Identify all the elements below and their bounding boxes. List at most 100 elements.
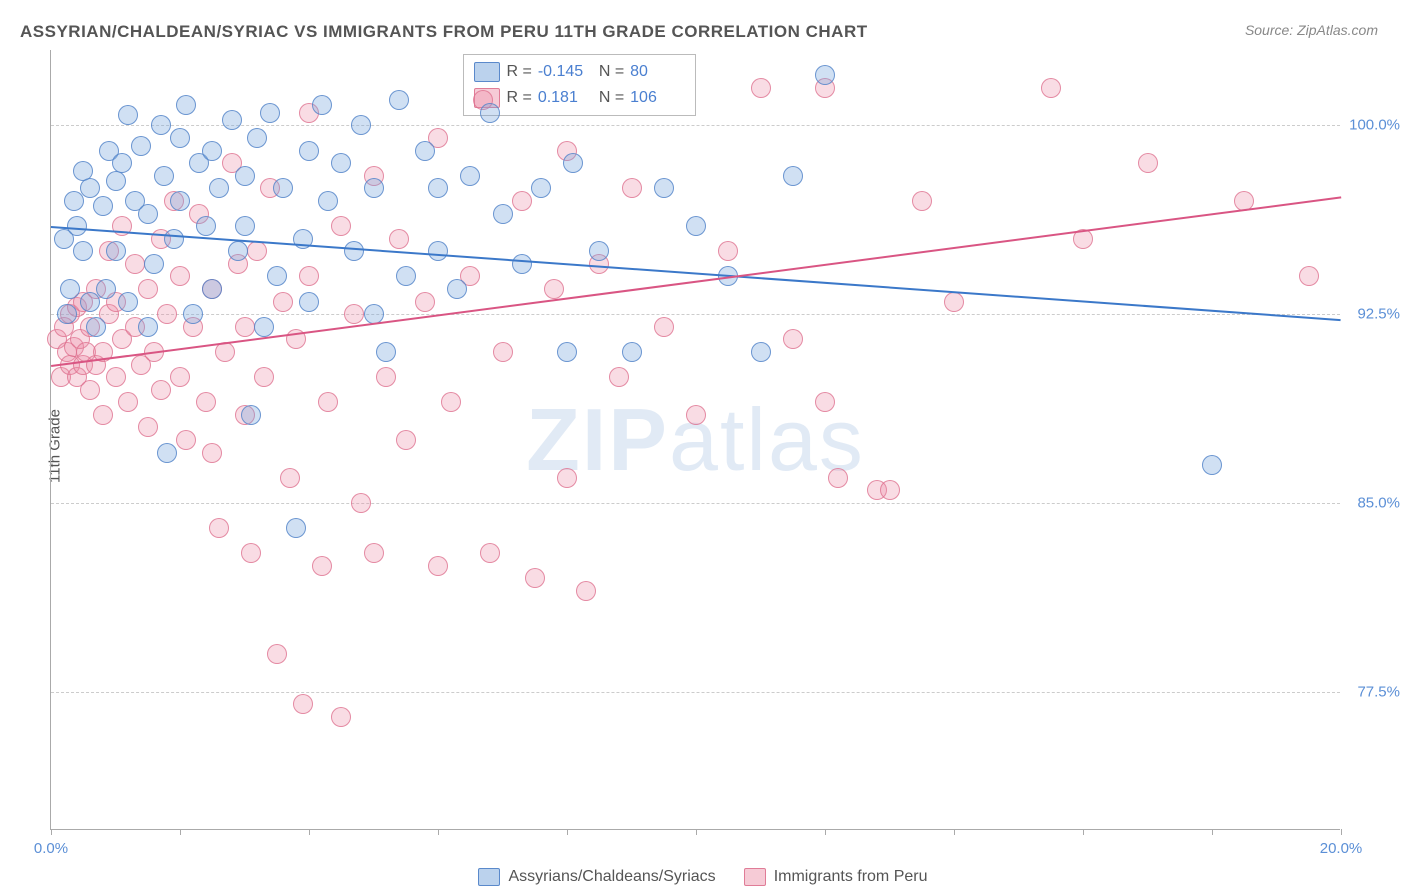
x-tick-label: 20.0% (1320, 840, 1363, 857)
x-tick-mark (51, 829, 52, 835)
data-point (138, 204, 158, 224)
data-point (280, 468, 300, 488)
data-point (1041, 78, 1061, 98)
data-point (125, 254, 145, 274)
data-point (73, 241, 93, 261)
x-tick-mark (180, 829, 181, 835)
data-point (1138, 153, 1158, 173)
data-point (286, 518, 306, 538)
legend-n-value: 106 (630, 89, 685, 107)
data-point (228, 241, 248, 261)
data-point (254, 367, 274, 387)
data-point (138, 279, 158, 299)
data-point (60, 279, 80, 299)
data-point (415, 292, 435, 312)
data-point (654, 317, 674, 337)
data-point (880, 480, 900, 500)
gridline-h (51, 314, 1340, 315)
legend-swatch (478, 868, 500, 886)
data-point (202, 141, 222, 161)
chart-container: { "title": "ASSYRIAN/CHALDEAN/SYRIAC VS … (0, 0, 1406, 892)
legend-row: R = 0.181 N = 106 (474, 85, 685, 111)
legend-label: Immigrants from Peru (774, 868, 928, 886)
data-point (118, 292, 138, 312)
data-point (254, 317, 274, 337)
data-point (222, 110, 242, 130)
trend-line (51, 226, 1341, 321)
legend-swatch (474, 62, 500, 82)
data-point (235, 216, 255, 236)
data-point (318, 392, 338, 412)
data-point (415, 141, 435, 161)
data-point (480, 543, 500, 563)
data-point (57, 304, 77, 324)
data-point (396, 266, 416, 286)
data-point (151, 380, 171, 400)
data-point (80, 380, 100, 400)
data-point (170, 266, 190, 286)
x-tick-mark (1083, 829, 1084, 835)
data-point (351, 493, 371, 513)
data-point (783, 166, 803, 186)
legend-r-label: R = (506, 89, 531, 107)
data-point (815, 392, 835, 412)
data-point (751, 342, 771, 362)
data-point (460, 166, 480, 186)
data-point (151, 115, 171, 135)
data-point (299, 292, 319, 312)
chart-title: ASSYRIAN/CHALDEAN/SYRIAC VS IMMIGRANTS F… (20, 22, 868, 42)
legend-item: Assyrians/Chaldeans/Syriacs (478, 868, 715, 886)
y-tick-label: 92.5% (1345, 306, 1400, 323)
data-point (138, 417, 158, 437)
x-tick-mark (696, 829, 697, 835)
y-tick-label: 77.5% (1345, 683, 1400, 700)
data-point (589, 241, 609, 261)
data-point (118, 392, 138, 412)
legend-r-value: 0.181 (538, 89, 593, 107)
data-point (828, 468, 848, 488)
data-point (428, 556, 448, 576)
data-point (235, 166, 255, 186)
data-point (247, 241, 267, 261)
plot-area: ZIPatlas R =-0.145N =80R =0.181N =106 77… (50, 50, 1340, 830)
data-point (241, 543, 261, 563)
y-tick-label: 100.0% (1345, 117, 1400, 134)
data-point (138, 317, 158, 337)
data-point (299, 266, 319, 286)
legend-label: Assyrians/Chaldeans/Syriacs (508, 868, 715, 886)
data-point (312, 95, 332, 115)
data-point (106, 171, 126, 191)
data-point (154, 166, 174, 186)
data-point (344, 304, 364, 324)
data-point (783, 329, 803, 349)
data-point (944, 292, 964, 312)
data-point (293, 694, 313, 714)
data-point (912, 191, 932, 211)
data-point (112, 153, 132, 173)
data-point (815, 65, 835, 85)
data-point (428, 178, 448, 198)
data-point (557, 468, 577, 488)
data-point (609, 367, 629, 387)
data-point (493, 342, 513, 362)
legend-r-label: R = (506, 63, 531, 81)
data-point (86, 317, 106, 337)
data-point (686, 405, 706, 425)
data-point (176, 430, 196, 450)
data-point (260, 103, 280, 123)
legend-item: Immigrants from Peru (744, 868, 928, 886)
legend-n-label: N = (599, 89, 624, 107)
data-point (67, 216, 87, 236)
data-point (131, 136, 151, 156)
source-attribution: Source: ZipAtlas.com (1245, 22, 1378, 38)
x-tick-label: 0.0% (34, 840, 68, 857)
watermark-bold: ZIP (526, 390, 669, 489)
data-point (157, 304, 177, 324)
data-point (93, 196, 113, 216)
data-point (480, 103, 500, 123)
data-point (654, 178, 674, 198)
data-point (157, 443, 177, 463)
data-point (718, 241, 738, 261)
data-point (512, 191, 532, 211)
data-point (318, 191, 338, 211)
